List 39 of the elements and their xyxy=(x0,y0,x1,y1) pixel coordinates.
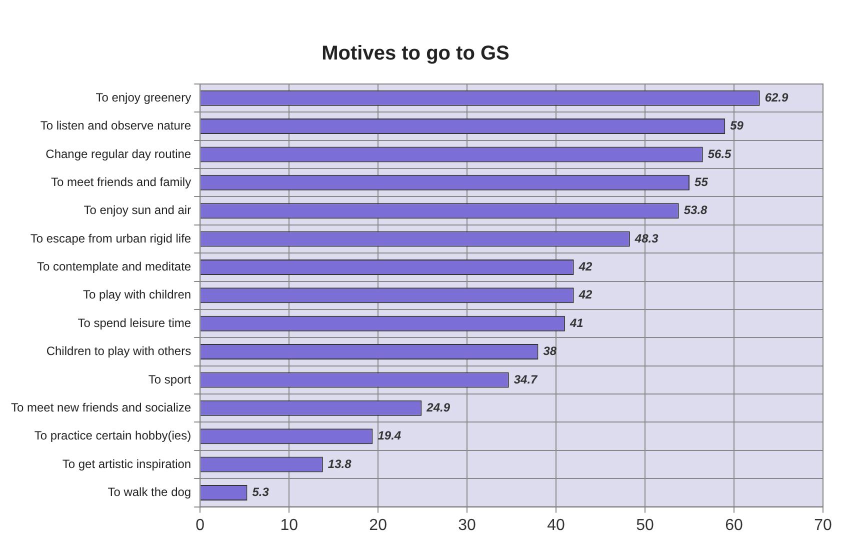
chart-title: Motives to go to GS xyxy=(322,42,510,65)
x-tick-label: 50 xyxy=(636,516,654,534)
y-tick-label: To enjoy sun and air xyxy=(84,203,192,218)
data-label: 53.8 xyxy=(684,203,708,218)
y-tick-label: To escape from urban rigid life xyxy=(30,231,192,246)
y-tick-label: To sport xyxy=(148,372,192,386)
data-label: 48.3 xyxy=(634,231,659,246)
data-label: 42 xyxy=(578,260,593,274)
y-tick-label: To spend leisure time xyxy=(78,316,192,330)
x-tick-label: 30 xyxy=(458,516,476,534)
data-label: 56.5 xyxy=(708,146,732,161)
data-label: 34.7 xyxy=(514,372,539,386)
y-tick-label: To meet new friends and socialize xyxy=(11,400,192,414)
y-tick-label: Change regular day routine xyxy=(46,146,192,161)
y-tick-label: To enjoy greenery xyxy=(96,90,192,104)
y-tick-label: To walk the dog xyxy=(108,485,192,500)
data-label: 24.9 xyxy=(426,400,450,414)
x-tick-label: 0 xyxy=(196,516,205,534)
x-tick-label: 40 xyxy=(547,516,566,534)
data-label: 41 xyxy=(568,316,584,330)
y-tick-label: To practice certain hobby(ies) xyxy=(34,428,192,443)
y-tick-label: To listen and observe nature xyxy=(40,118,192,133)
data-label: 19.4 xyxy=(378,428,402,443)
x-tick-label: 60 xyxy=(725,516,744,534)
data-label: 38 xyxy=(543,344,557,358)
data-label: 59 xyxy=(730,118,744,133)
x-tick-label: 70 xyxy=(814,516,832,534)
x-tick-label: 20 xyxy=(369,516,388,534)
y-tick-label: To meet friends and family xyxy=(51,174,192,189)
data-label: 5.3 xyxy=(252,485,270,500)
data-label: 42 xyxy=(578,288,593,302)
data-label: 13.8 xyxy=(328,456,352,471)
y-tick-label: To play with children xyxy=(83,288,192,302)
data-label: 55 xyxy=(694,174,708,189)
y-tick-label: Children to play with others xyxy=(46,344,192,358)
y-tick-label: To contemplate and meditate xyxy=(36,260,192,274)
data-label: 62.9 xyxy=(764,90,788,104)
y-tick-label: To get artistic inspiration xyxy=(62,456,192,471)
x-tick-label: 10 xyxy=(280,516,298,534)
